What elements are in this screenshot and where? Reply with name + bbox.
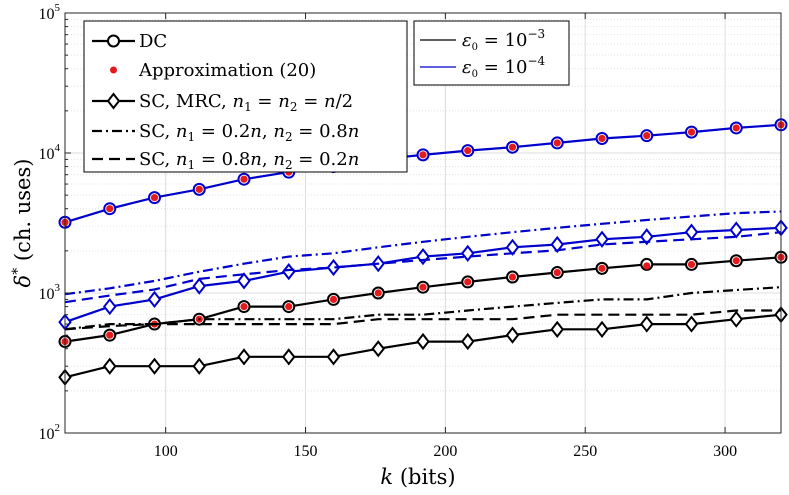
legend-entry-dc: DC xyxy=(92,31,167,52)
legend-entry-approx: Approximation (20) xyxy=(110,60,316,81)
legend-main: DC Approximation (20) SC, MRC, n1 = n2 =… xyxy=(83,20,408,173)
data-point-diamond xyxy=(729,310,744,328)
plot-frame xyxy=(64,12,782,434)
series-sc-mrc-0-10-3 xyxy=(58,306,788,386)
data-point-diamond xyxy=(460,244,475,262)
legend-text-sc-02: SC, n1 = 0.2n, n2 = 0.8n xyxy=(139,121,359,144)
x-tick-label: 300 xyxy=(713,443,737,460)
data-point-approx xyxy=(464,278,472,286)
data-point-diamond xyxy=(595,230,609,248)
data-point-diamond xyxy=(505,326,520,344)
data-point-approx xyxy=(732,257,740,265)
data-point-diamond xyxy=(326,258,341,277)
data-point-diamond xyxy=(192,277,207,295)
data-point-diamond xyxy=(684,315,699,333)
data-point-diamond xyxy=(595,320,609,338)
series-layer xyxy=(58,118,788,386)
data-point-approx xyxy=(508,143,517,151)
data-point-approx xyxy=(106,205,114,213)
legend-entry-eps3: ε0 = 10−3 xyxy=(420,27,545,53)
data-point-diamond xyxy=(237,272,251,290)
data-point-approx xyxy=(643,132,651,140)
series-sc-0-8n-0-2n-0-10-4 xyxy=(64,231,782,304)
x-tick-label: 250 xyxy=(573,443,597,460)
legend-entry-sc-08: SC, n1 = 0.8n, n2 = 0.2n xyxy=(92,149,359,172)
data-point-approx xyxy=(150,194,159,202)
data-point-approx xyxy=(374,289,382,297)
series-sc-0-8n-0-2n-0-10-3-line xyxy=(64,309,781,331)
data-point-diamond xyxy=(326,348,341,366)
data-point-diamond xyxy=(729,221,744,239)
data-point-diamond xyxy=(550,235,565,254)
data-point-diamond xyxy=(639,228,654,246)
series-approximation-20-0-10-3 xyxy=(61,253,785,346)
series-sc-mrc-0-10-4 xyxy=(58,219,788,331)
legend-text-approx: Approximation (20) xyxy=(138,60,316,81)
data-point-approx xyxy=(329,295,338,304)
data-point-approx xyxy=(240,175,248,183)
legend-entry-eps4: ε0 = 10−4 xyxy=(420,54,546,80)
data-point-diamond xyxy=(102,357,117,375)
data-point-diamond xyxy=(371,340,386,358)
data-point-approx xyxy=(285,302,293,311)
legend-text-dc: DC xyxy=(139,31,167,52)
x-tick-label: 100 xyxy=(154,443,178,460)
axis-ticks: 100 150 200 250 300 102 103 104 105 xyxy=(39,2,738,460)
data-point-approx xyxy=(240,302,248,311)
data-point-diamond xyxy=(281,348,296,366)
y-tick-label: 104 xyxy=(39,142,61,163)
data-point-approx xyxy=(419,283,427,291)
y-tick-label: 105 xyxy=(39,2,61,23)
data-point-approx xyxy=(643,262,651,270)
data-point-approx xyxy=(732,124,740,132)
data-point-diamond xyxy=(460,332,475,351)
data-point-approx xyxy=(687,260,696,269)
legend-text-eps3: ε0 = 10−3 xyxy=(462,27,545,53)
data-point-diamond xyxy=(147,357,162,375)
y-tick-label: 102 xyxy=(39,422,61,443)
data-point-approx xyxy=(598,264,606,272)
series-sc-0-8n-0-2n-0-10-4-line xyxy=(64,231,782,304)
data-point-diamond xyxy=(102,297,117,316)
x-tick-label: 150 xyxy=(294,443,318,460)
data-point-approx xyxy=(508,273,517,281)
y-axis-label: δ* (ch. uses) xyxy=(10,159,35,288)
series-sc-0-2n-0-8n-0-10-4-line xyxy=(64,210,782,296)
legend-text-eps4: ε0 = 10−4 xyxy=(462,54,546,80)
series-sc-0-2n-0-8n-0-10-4 xyxy=(64,210,782,296)
data-point-diamond xyxy=(639,315,654,333)
data-point-approx xyxy=(195,185,203,193)
legend-eps: ε0 = 10−3 ε0 = 10−4 xyxy=(413,20,570,86)
data-point-approx xyxy=(553,139,561,147)
data-point-approx xyxy=(106,331,114,339)
series-sc-0-8n-0-2n-0-10-3 xyxy=(64,309,781,331)
x-tick-label: 200 xyxy=(433,443,457,460)
data-point-approx xyxy=(419,151,427,159)
data-point-diamond xyxy=(192,357,207,375)
data-point-approx xyxy=(598,134,606,143)
x-axis-label: k (bits) xyxy=(380,465,455,489)
legend-entry-sc-mrc: SC, MRC, n1 = n2 = n/2 xyxy=(92,91,353,114)
data-point-diamond xyxy=(550,320,565,338)
data-point-diamond xyxy=(416,332,430,351)
legend-text-sc-08: SC, n1 = 0.8n, n2 = 0.2n xyxy=(139,149,359,172)
data-point-approx xyxy=(553,268,561,277)
data-point-diamond xyxy=(237,348,251,366)
y-tick-label: 103 xyxy=(39,282,61,303)
legend-text-sc-mrc: SC, MRC, n1 = n2 = n/2 xyxy=(139,91,353,114)
data-point-approx xyxy=(687,128,696,136)
data-point-approx xyxy=(464,147,472,155)
data-point-diamond xyxy=(147,290,162,309)
